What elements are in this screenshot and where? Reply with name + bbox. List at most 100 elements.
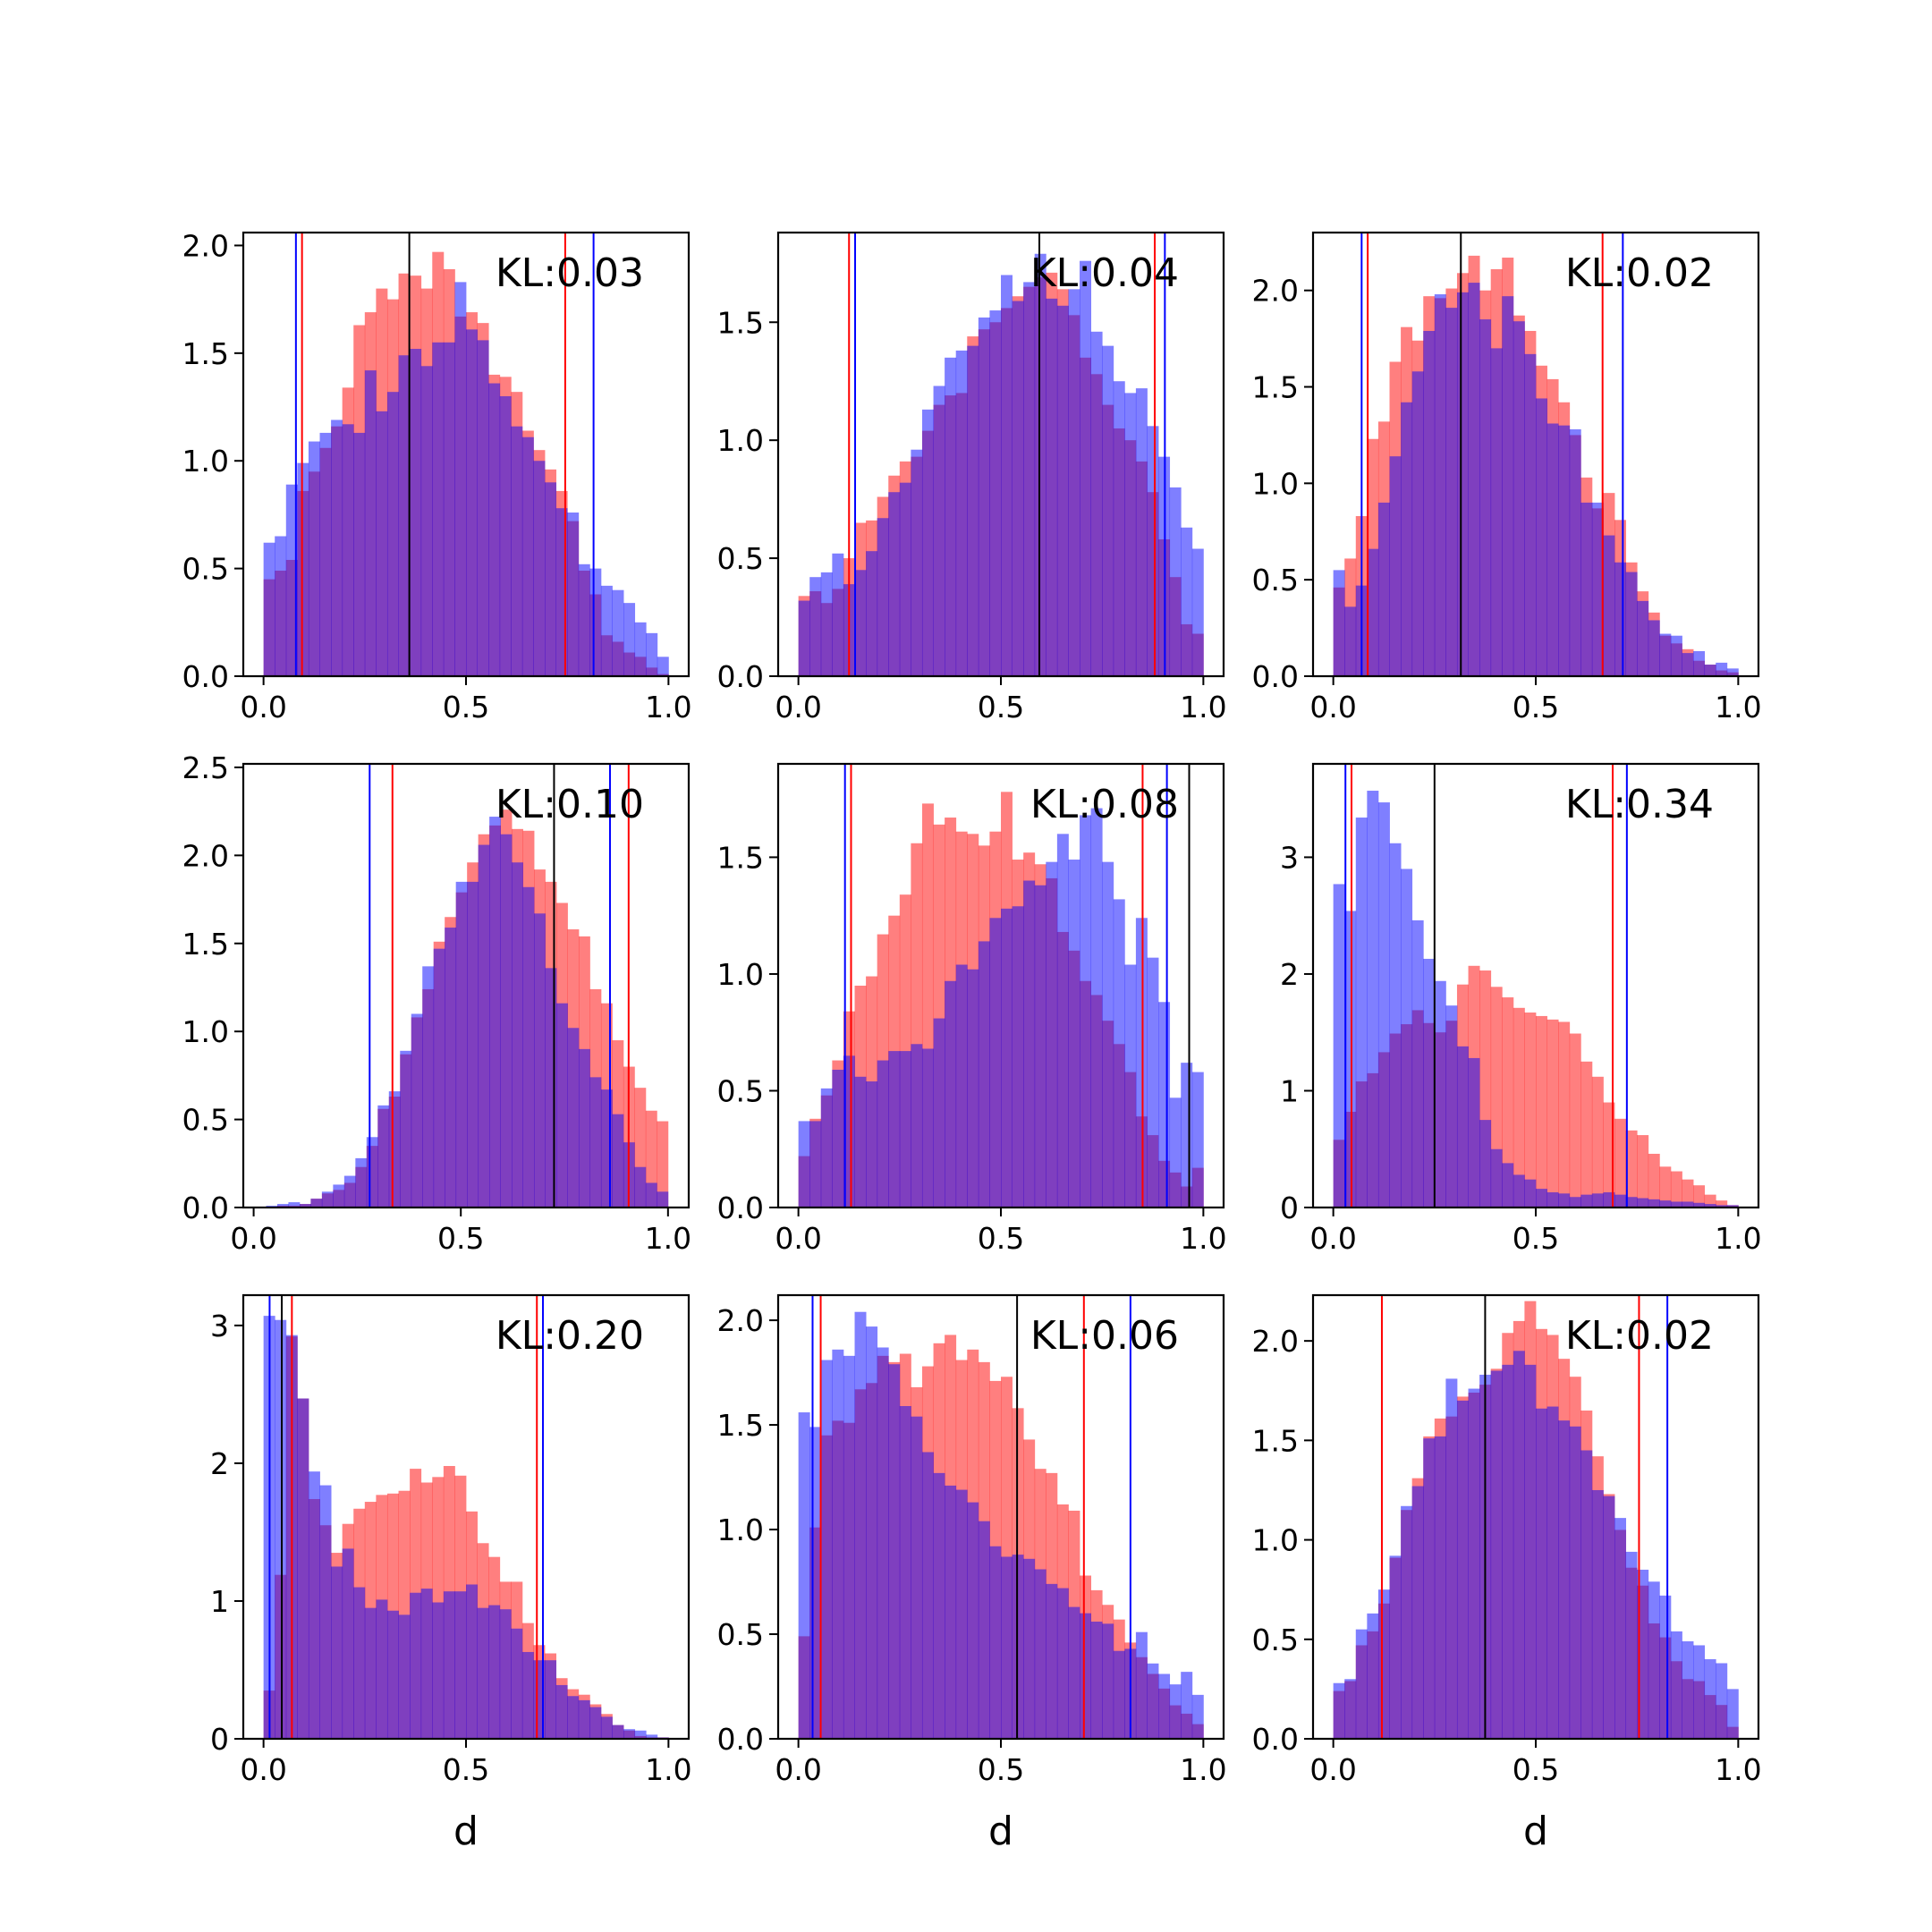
histogram-bar-blue xyxy=(433,948,445,1208)
x-tick-label: 0.0 xyxy=(1309,1221,1356,1256)
kl-annotation: KL:0.34 xyxy=(1565,782,1714,827)
y-tick-label: 0.0 xyxy=(182,659,229,694)
histogram-bar-blue xyxy=(1367,1613,1379,1739)
histogram-bar-blue xyxy=(1558,425,1571,676)
histogram-bar-blue xyxy=(578,1699,590,1739)
histogram-bar-blue xyxy=(297,1398,309,1739)
histogram-bar-blue xyxy=(1169,487,1182,676)
histogram-bar-blue xyxy=(1158,1674,1171,1739)
histogram-bar-red xyxy=(1659,1166,1672,1208)
histogram-bar-blue xyxy=(364,370,377,676)
histogram-bar-blue xyxy=(1479,319,1492,676)
subplot-9: 0.0 0.5 1.0 0.0 0.5 1.0 1.5 2.0 KL:0.02 d xyxy=(1252,1293,1762,1854)
histogram-bar-blue xyxy=(1648,1199,1660,1208)
histogram-bar-blue xyxy=(489,817,501,1208)
histogram-blue xyxy=(266,817,669,1208)
histogram-bar-blue xyxy=(1147,426,1159,676)
y-tick-label: 1.5 xyxy=(1252,1423,1299,1458)
histogram-bar-blue xyxy=(410,349,422,676)
histogram-bar-blue xyxy=(1569,1426,1581,1739)
histogram-bar-blue xyxy=(1090,808,1103,1208)
histogram-bar-red xyxy=(1648,1153,1660,1208)
histogram-bar-blue xyxy=(1536,398,1547,676)
histogram-bar-blue xyxy=(866,1326,878,1739)
kl-annotation: KL:0.06 xyxy=(1030,1313,1179,1359)
histogram-bar-blue xyxy=(297,462,309,676)
histogram-bar-blue xyxy=(1181,1063,1193,1208)
kl-annotation: KL:0.04 xyxy=(1030,250,1179,296)
histogram-bar-blue xyxy=(820,1088,833,1208)
histogram-bar-blue xyxy=(1726,1205,1739,1208)
histogram-bar-blue xyxy=(1659,1200,1672,1208)
histogram-bar-blue xyxy=(1001,275,1013,676)
histogram-bar-blue xyxy=(832,553,844,676)
histogram-bar-blue xyxy=(978,941,990,1208)
histogram-bar-blue xyxy=(1558,1193,1571,1208)
histogram-bar-blue xyxy=(911,1416,923,1739)
histogram-bar-blue xyxy=(422,966,435,1208)
histogram-bar-blue xyxy=(1046,1583,1058,1739)
x-axis-label: d xyxy=(453,1809,479,1854)
histogram-bar-blue xyxy=(1603,535,1615,676)
histogram-bar-blue xyxy=(1113,381,1125,676)
histogram-bar-blue xyxy=(1716,662,1728,676)
x-tick-label: 0.0 xyxy=(240,1752,286,1787)
histogram-bar-blue xyxy=(555,1684,568,1739)
histogram-bar-blue xyxy=(612,589,624,676)
histogram-bar-blue xyxy=(388,1091,401,1208)
x-axis-label: d xyxy=(988,1809,1013,1854)
histogram-bar-blue xyxy=(443,342,455,676)
histogram-bar-blue xyxy=(1704,665,1716,676)
x-tick-label: 0.0 xyxy=(1309,690,1356,724)
histogram-bar-blue xyxy=(445,928,457,1208)
histogram-bar-blue xyxy=(1158,1002,1171,1208)
x-tick-label: 0.5 xyxy=(443,1752,489,1787)
histogram-bar-blue xyxy=(634,1166,647,1208)
histogram-bar-blue xyxy=(321,1191,334,1208)
histogram-bar-blue xyxy=(967,1502,979,1739)
y-tick-label: 0 xyxy=(1280,1191,1299,1225)
y-tick-label: 0.0 xyxy=(182,1191,229,1225)
histogram-bar-blue xyxy=(398,355,411,676)
histogram-bar-blue xyxy=(1502,1163,1514,1208)
histogram-bar-blue xyxy=(634,1730,647,1739)
y-tick-label: 1.5 xyxy=(717,1408,764,1443)
y-tick-label: 1 xyxy=(1280,1073,1299,1108)
histogram-bar-blue xyxy=(854,1311,867,1739)
histogram-bar-blue xyxy=(877,518,889,676)
histogram-bar-blue xyxy=(512,862,523,1208)
histogram-bar-blue xyxy=(331,1566,343,1739)
histogram-bar-blue xyxy=(455,881,468,1208)
histogram-bar-blue xyxy=(1614,1518,1627,1739)
subplot-marks xyxy=(1333,1295,1739,1739)
histogram-bar-blue xyxy=(1434,1436,1446,1739)
x-tick-label: 0.5 xyxy=(978,1752,1024,1787)
histogram-bar-blue xyxy=(331,419,343,676)
histogram-bar-blue xyxy=(1625,1551,1638,1739)
histogram-bar-red xyxy=(657,1121,669,1208)
subplot-marks xyxy=(263,233,669,676)
histogram-bar-blue xyxy=(854,1076,867,1208)
histogram-bar-red xyxy=(1614,1118,1627,1208)
histogram-bar-blue xyxy=(1445,1005,1458,1208)
histogram-bar-blue xyxy=(1648,1581,1660,1739)
x-tick-label: 1.0 xyxy=(645,1752,691,1787)
x-tick-label: 0.5 xyxy=(443,690,489,724)
histogram-bar-red xyxy=(1693,1185,1706,1208)
histogram-bar-blue xyxy=(989,1546,1002,1739)
histogram-bar-blue xyxy=(567,1028,580,1208)
histogram-bar-blue xyxy=(921,1452,934,1739)
histogram-blue xyxy=(1333,283,1739,676)
histogram-bar-blue xyxy=(1090,1621,1103,1739)
histogram-bar-blue xyxy=(1434,294,1446,676)
histogram-bar-blue xyxy=(1012,906,1024,1208)
y-tick-label: 0.5 xyxy=(182,552,229,587)
histogram-bar-blue xyxy=(1344,606,1357,676)
histogram-bar-blue xyxy=(1411,1486,1424,1739)
histogram-bar-blue xyxy=(967,969,979,1208)
histogram-bar-blue xyxy=(1591,1489,1604,1739)
histogram-bar-blue xyxy=(798,1412,810,1739)
histogram-bar-blue xyxy=(798,1121,810,1208)
histogram-bar-blue xyxy=(467,881,479,1208)
subplot-grid: 0.0 0.5 1.0 0.0 0.5 1.0 1.5 2.0 KL:0.03 0.0 0.5 1.0… xyxy=(182,228,1762,1854)
